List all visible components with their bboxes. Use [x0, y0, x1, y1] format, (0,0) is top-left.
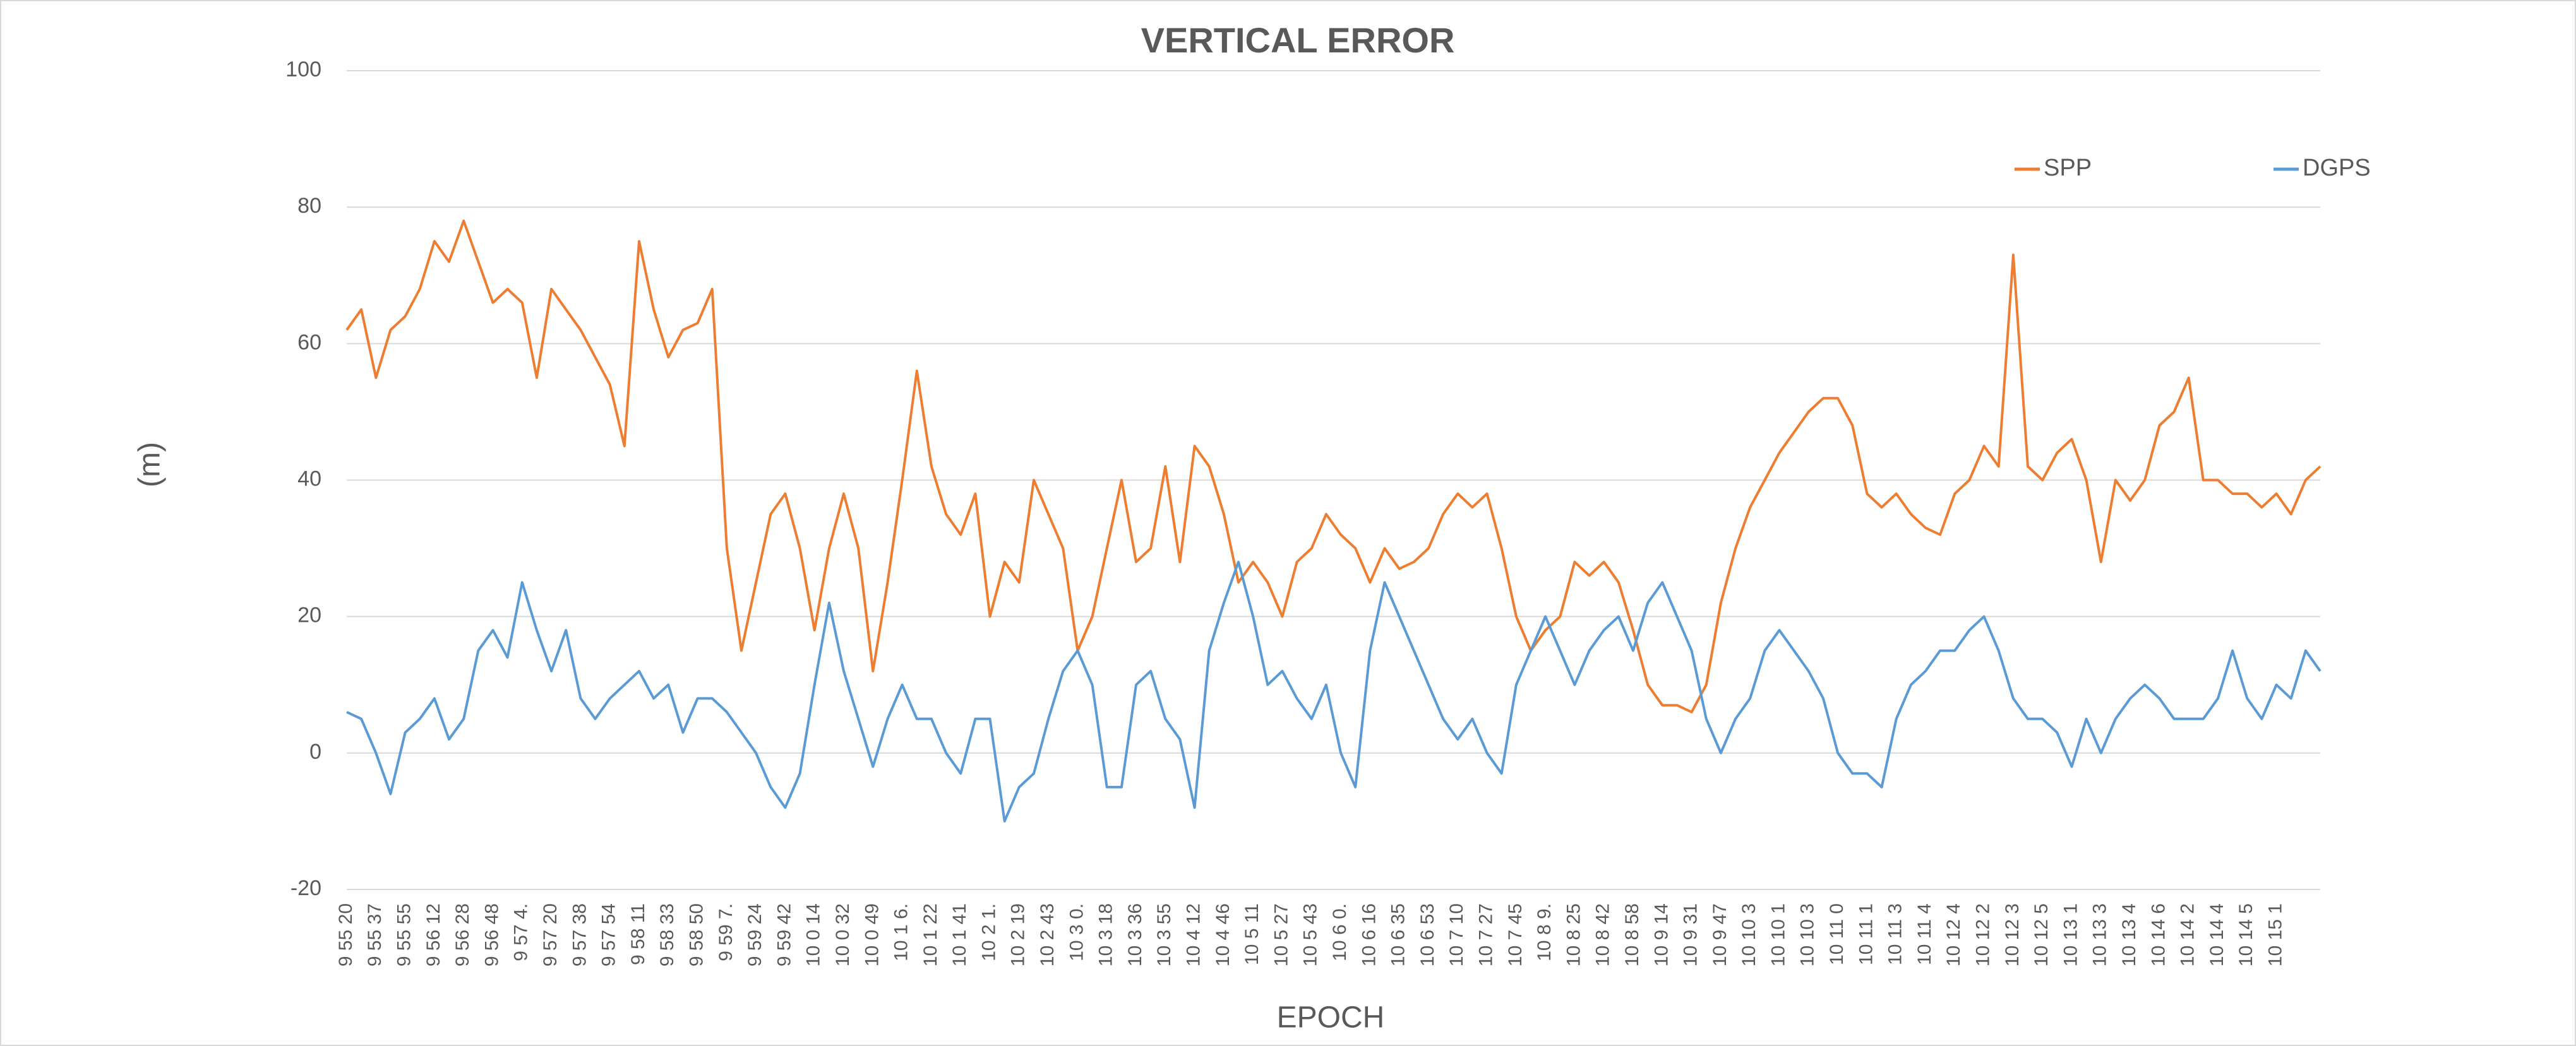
x-tick-label: 10 8 58 [1622, 903, 1643, 966]
x-tick-label: 10 5 11 [1242, 903, 1262, 965]
x-tick-label: 9 56 12 [423, 903, 444, 966]
x-tick-label: 10 6 16 [1358, 903, 1379, 966]
x-tick-label: 10 10 3 [1797, 903, 1818, 966]
x-tick-label: 9 58 50 [686, 903, 707, 966]
x-tick-label: 9 57 20 [540, 903, 561, 966]
x-tick-label: 9 58 11 [628, 903, 649, 965]
y-tick-label: 60 [297, 330, 321, 354]
x-tick-label: 9 57 54 [599, 903, 620, 966]
x-tick-label: 10 5 27 [1271, 903, 1291, 966]
legend-label: DGPS [2303, 155, 2371, 181]
x-tick-label: 10 11 1 [1855, 903, 1876, 965]
x-tick-label: 10 3 0. [1066, 903, 1087, 961]
x-tick-label: 10 6 35 [1388, 903, 1409, 966]
x-tick-label: 9 59 7. [716, 903, 736, 961]
x-tick-label: 10 3 55 [1154, 903, 1175, 966]
x-tick-label: 9 56 48 [481, 903, 502, 966]
x-tick-label: 9 55 20 [335, 903, 356, 966]
x-tick-label: 10 4 46 [1213, 903, 1233, 966]
x-axis-title: EPOCH [1277, 1001, 1385, 1035]
x-tick-label: 9 56 28 [452, 903, 473, 966]
legend-label: SPP [2044, 155, 2092, 181]
x-tick-label: 10 14 6 [2148, 903, 2169, 966]
x-tick-label: 9 55 55 [394, 903, 415, 966]
chart-title: VERTICAL ERROR [1141, 20, 1455, 60]
x-tick-label: 10 1 41 [949, 903, 970, 966]
x-tick-label: 10 7 10 [1446, 903, 1467, 966]
y-tick-label: -20 [291, 876, 321, 900]
x-tick-label: 10 8 25 [1563, 903, 1584, 966]
y-tick-label: 20 [297, 603, 321, 627]
x-tick-label: 10 9 31 [1680, 903, 1701, 966]
x-tick-label: 10 2 1. [978, 903, 999, 961]
x-tick-label: 10 3 36 [1125, 903, 1146, 966]
x-tick-label: 9 58 33 [657, 903, 678, 966]
x-tick-label: 9 55 37 [364, 903, 385, 966]
x-tick-label: 10 9 47 [1710, 903, 1730, 966]
x-tick-label: 10 3 18 [1096, 903, 1117, 966]
x-tick-label: 10 15 1 [2265, 903, 2285, 966]
x-tick-label: 10 14 4 [2207, 903, 2227, 966]
x-tick-label: 9 59 42 [774, 903, 794, 966]
x-tick-label: 10 1 6. [891, 903, 912, 961]
series-line [345, 219, 2321, 713]
x-tick-label: 10 2 19 [1008, 903, 1029, 966]
x-tick-label: 10 12 2 [1973, 903, 1994, 966]
x-tick-label: 10 8 9. [1534, 903, 1555, 961]
x-tick-label: 10 7 45 [1505, 903, 1526, 966]
x-tick-label: 9 59 24 [745, 903, 765, 966]
x-tick-label: 10 14 5 [2236, 903, 2256, 966]
x-tick-label: 10 12 5 [2031, 903, 2052, 966]
y-tick-label: 100 [285, 57, 321, 81]
x-tick-label: 10 7 27 [1475, 903, 1496, 966]
x-tick-label: 10 1 22 [920, 903, 941, 966]
x-tick-label: 10 0 49 [861, 903, 882, 966]
series-line [346, 561, 2321, 823]
x-tick-label: 10 6 53 [1417, 903, 1438, 966]
x-tick-label: 10 14 2 [2178, 903, 2198, 966]
x-tick-label: 10 6 0. [1329, 903, 1350, 961]
x-tick-label: 10 11 3 [1885, 903, 1906, 965]
y-tick-label: 0 [309, 740, 321, 764]
x-tick-label: 9 57 4. [511, 903, 532, 961]
x-tick-label: 10 2 43 [1037, 903, 1058, 966]
x-tick-label: 10 11 0 [1826, 903, 1847, 965]
x-tick-label: 10 5 43 [1300, 903, 1321, 966]
x-tick-label: 10 13 3 [2090, 903, 2111, 966]
x-tick-label: 10 11 4 [1914, 903, 1935, 965]
x-tick-label: 10 8 42 [1593, 903, 1614, 966]
x-tick-label: 10 13 4 [2119, 903, 2140, 966]
x-tick-label: 10 0 32 [832, 903, 853, 966]
y-tick-label: 40 [297, 467, 321, 490]
x-tick-label: 10 13 1 [2060, 903, 2081, 966]
x-tick-label: 10 12 4 [1943, 903, 1964, 966]
x-tick-label: 9 57 38 [569, 903, 590, 966]
x-tick-label: 10 10 3 [1739, 903, 1759, 966]
x-tick-label: 10 12 3 [2002, 903, 2023, 966]
x-tick-label: 10 9 14 [1651, 903, 1672, 966]
x-tick-label: 10 10 1 [1768, 903, 1788, 966]
x-tick-label: 10 4 12 [1183, 903, 1204, 966]
x-tick-label: 10 0 14 [803, 903, 824, 966]
y-tick-label: 80 [297, 194, 321, 218]
y-axis-title: (m) [133, 442, 167, 487]
